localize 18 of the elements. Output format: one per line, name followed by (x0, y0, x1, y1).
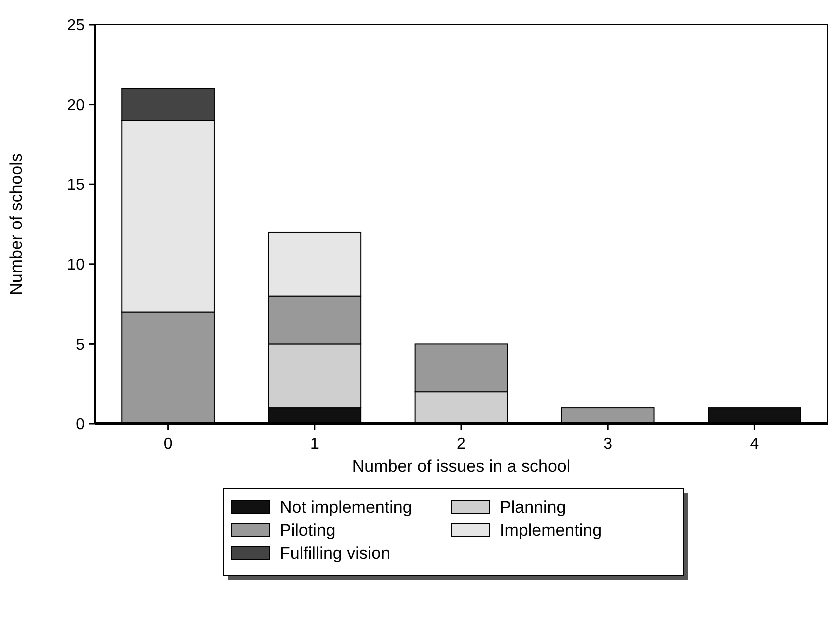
x-tick-label: 0 (164, 436, 173, 453)
legend-label: Fulfilling vision (280, 544, 391, 563)
x-tick-label: 2 (457, 436, 466, 453)
y-tick-label: 0 (76, 416, 86, 434)
x-tick-label: 3 (604, 436, 613, 453)
y-tick-label: 25 (67, 18, 86, 35)
x-axis-title: Number of issues in a school (352, 457, 571, 476)
y-tick-label: 5 (76, 336, 86, 354)
y-tick-label: 15 (67, 177, 86, 194)
x-tick-label: 4 (750, 436, 760, 453)
y-axis-title: Number of schools (7, 154, 26, 296)
legend-label: Piloting (280, 520, 336, 540)
y-tick-label: 20 (67, 97, 86, 114)
legend-label: Not implementing (280, 498, 412, 517)
x-tick-label: 1 (310, 436, 320, 453)
y-tick-label: 10 (67, 257, 86, 274)
legend-label: Planning (500, 498, 566, 517)
legend-label: Implementing (500, 520, 602, 540)
